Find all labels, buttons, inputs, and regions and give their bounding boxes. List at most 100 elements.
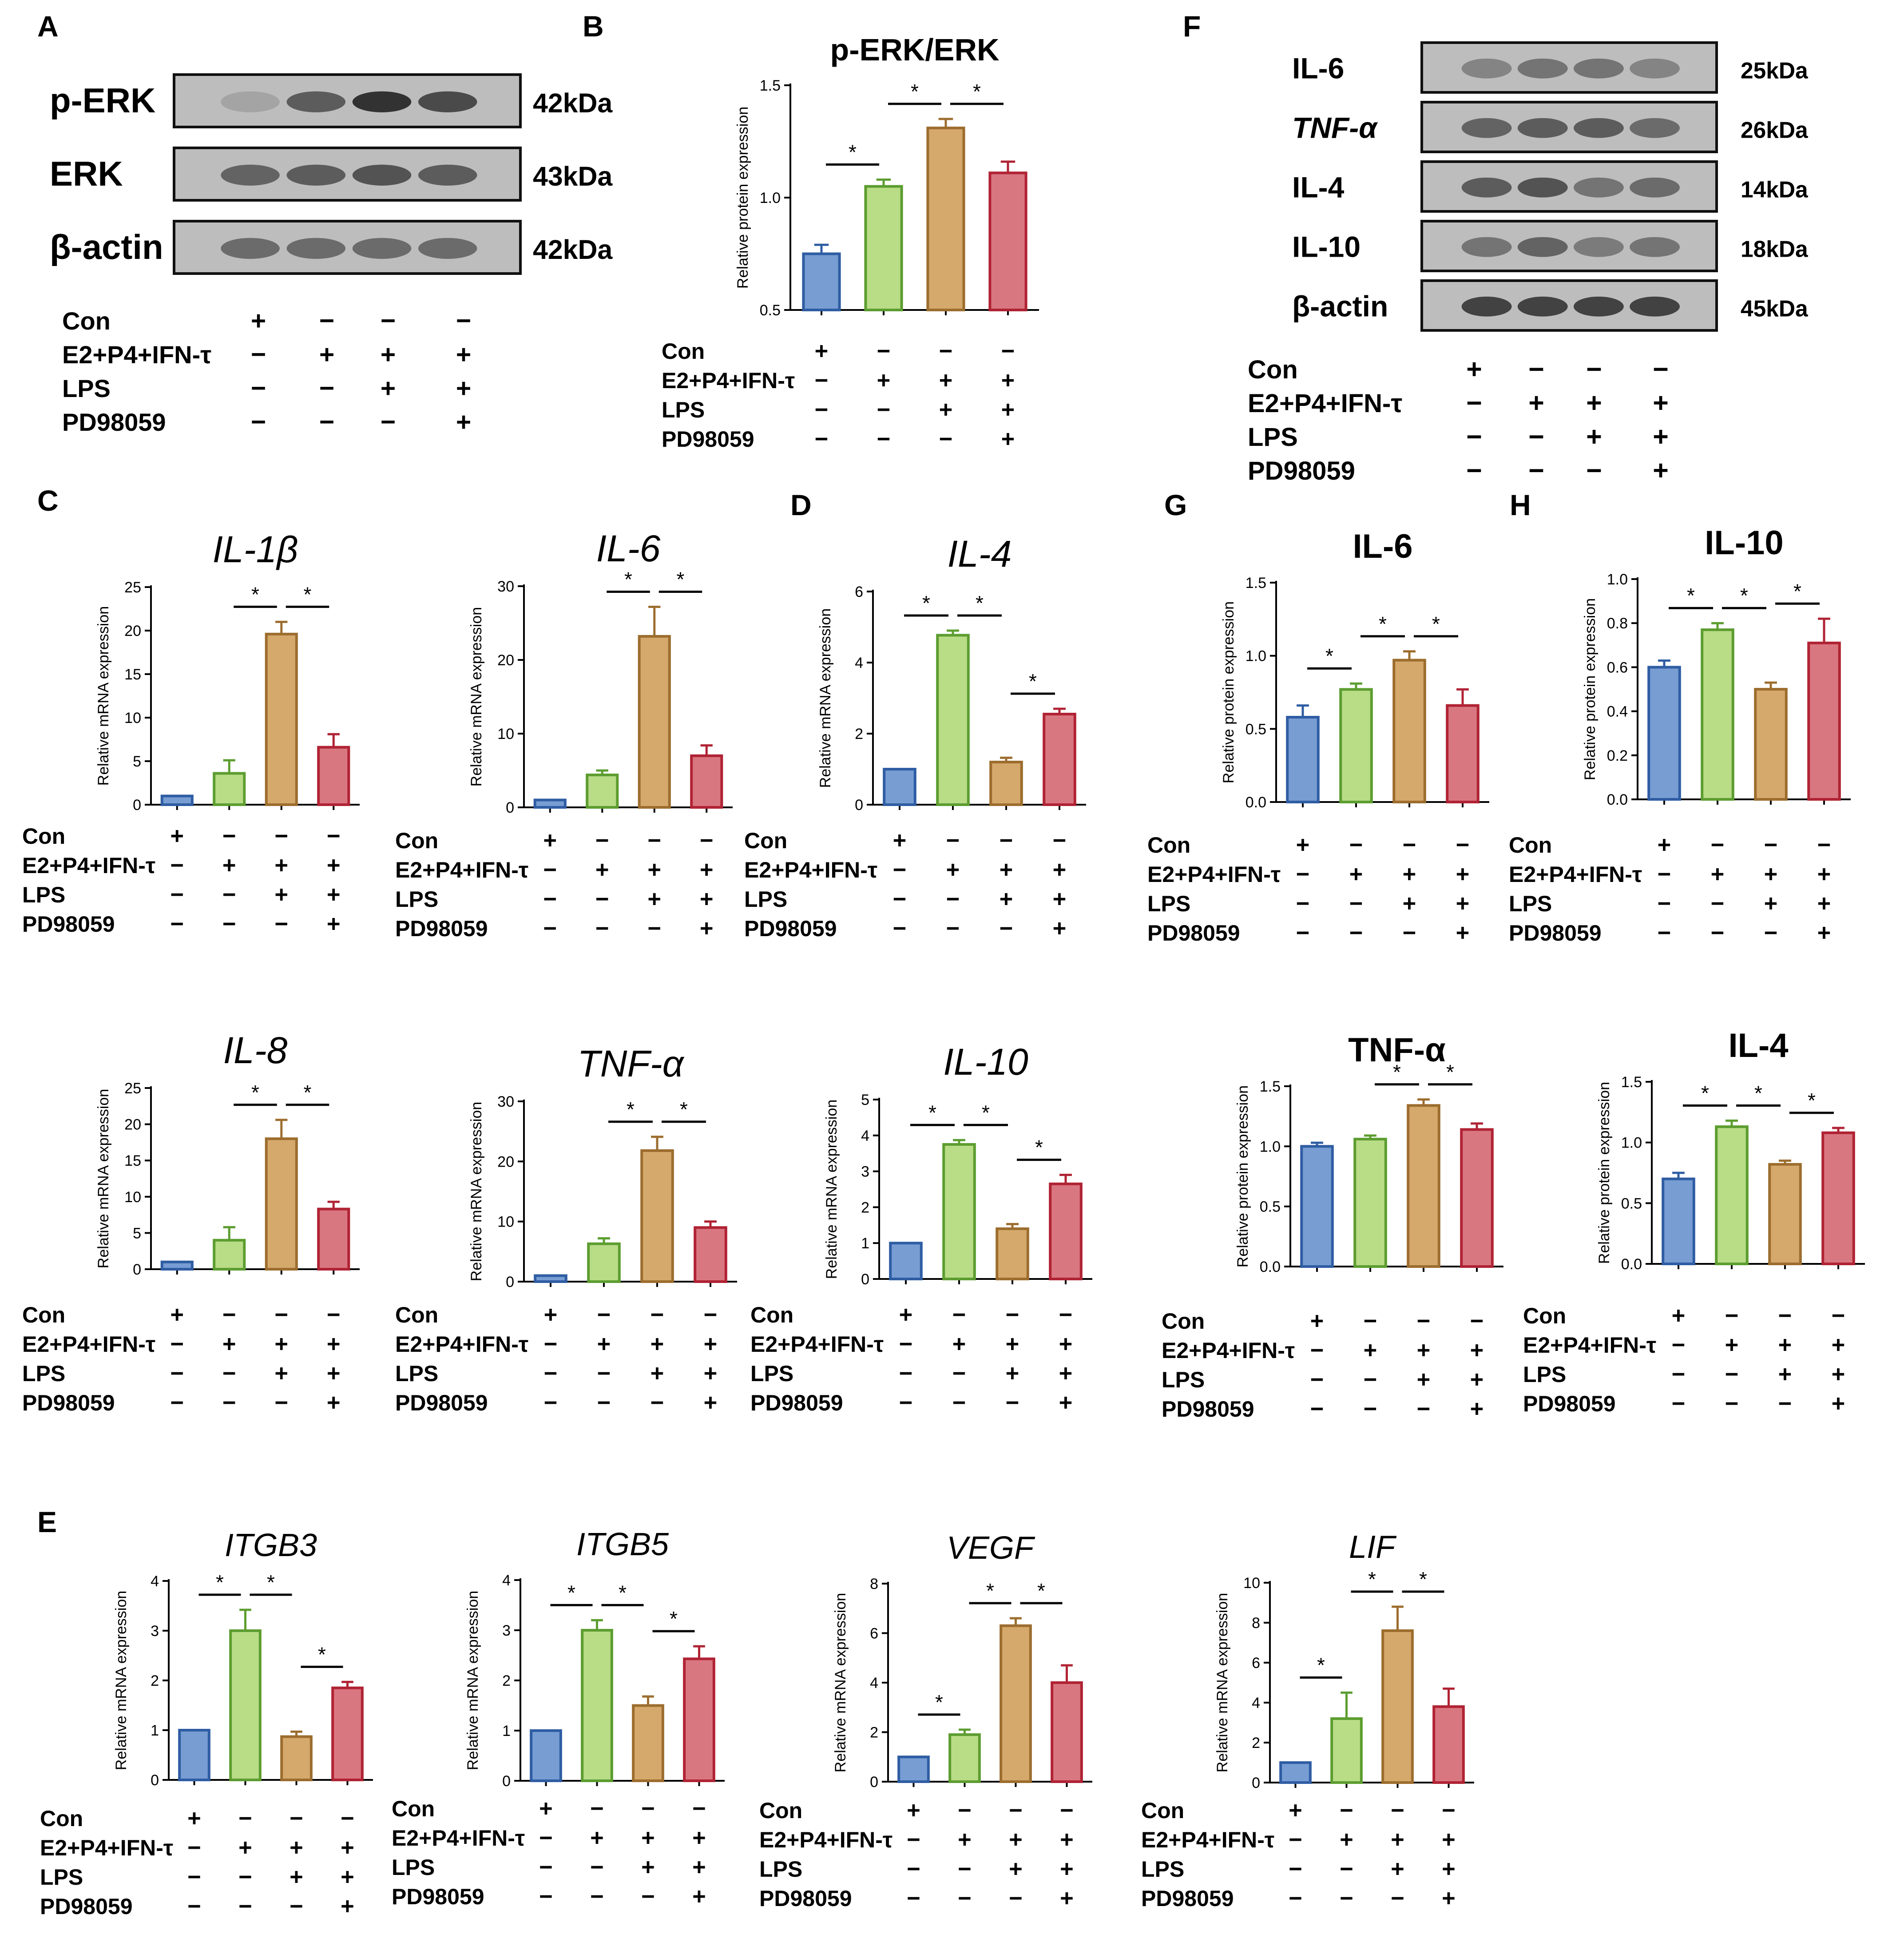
- bar: [1392, 659, 1426, 803]
- condition-sign: +: [597, 1331, 611, 1357]
- condition-sign: +: [1817, 890, 1831, 917]
- condition-label: PD98059: [1248, 457, 1355, 485]
- condition-label: E2+P4+IFN-τ: [22, 1332, 155, 1357]
- condition-sign: +: [381, 340, 396, 369]
- condition-sign: +: [1672, 1303, 1686, 1329]
- y-axis-label: Relative mRNA expression: [1214, 1593, 1231, 1772]
- y-tick-label: 6: [855, 584, 863, 600]
- panel-letter: C: [37, 484, 59, 517]
- bar: [1662, 1177, 1695, 1266]
- condition-sign: −: [692, 1795, 706, 1822]
- condition-sign: −: [543, 886, 557, 912]
- condition-sign: −: [1528, 421, 1544, 452]
- chart-14: LIF 0 2 4 6 8 10 Relative mRNA expression * * *: [1214, 1529, 1474, 1791]
- condition-sign: −: [1417, 1396, 1431, 1422]
- y-tick-label: 1.0: [1260, 1138, 1281, 1155]
- bar: [864, 185, 903, 311]
- blot-band: [1517, 237, 1568, 257]
- chart-1: IL-1β 0 5 10 15 20 25 Relative mRNA expression *…: [95, 528, 360, 814]
- condition-sign: −: [170, 1390, 184, 1416]
- condition-sign: +: [815, 338, 829, 364]
- condition-sign: +: [1001, 367, 1015, 393]
- significance-star: *: [849, 141, 857, 164]
- significance-star: *: [1037, 1579, 1045, 1602]
- bar: [587, 1242, 621, 1283]
- y-tick-label: 10: [497, 726, 514, 743]
- condition-sign: +: [1059, 1360, 1073, 1386]
- condition-sign: −: [877, 338, 891, 364]
- condition-sign: +: [544, 1302, 558, 1328]
- condition-label: E2+P4+IFN-τ: [1248, 389, 1402, 418]
- condition-sign: +: [1009, 1856, 1023, 1882]
- significance-star: *: [935, 1691, 943, 1714]
- condition-sign: −: [251, 408, 266, 437]
- bar: [530, 1729, 562, 1782]
- condition-sign: +: [1009, 1827, 1023, 1853]
- chart-title: ITGB3: [225, 1528, 317, 1563]
- condition-label: E2+P4+IFN-τ: [1509, 862, 1642, 887]
- blot-size-label: 25kDa: [1741, 58, 1808, 83]
- condition-sign: +: [641, 1825, 655, 1851]
- condition-sign: +: [1060, 1827, 1074, 1853]
- y-tick-label: 1: [861, 1235, 869, 1252]
- y-tick-label: 2: [861, 1199, 869, 1216]
- y-tick-label: 10: [124, 710, 141, 727]
- condition-sign: −: [1778, 1390, 1792, 1417]
- significance-star: *: [1701, 1081, 1709, 1104]
- condition-sign: −: [1296, 890, 1310, 917]
- condition-sign: +: [1006, 1331, 1019, 1357]
- condition-label: Con: [40, 1806, 83, 1831]
- condition-label: PD98059: [22, 912, 115, 937]
- condition-sign: −: [1391, 1885, 1404, 1911]
- y-tick-label: 4: [870, 1675, 878, 1692]
- bar: [632, 1704, 664, 1782]
- blot-row-label: β-actin: [50, 227, 163, 266]
- condition-sign: −: [1466, 455, 1482, 485]
- significance-star: *: [1317, 1654, 1325, 1677]
- condition-sign: −: [290, 1805, 303, 1831]
- bar: [638, 635, 671, 809]
- condition-label: Con: [744, 828, 787, 853]
- condition-sign: +: [1442, 1856, 1456, 1882]
- y-axis-label: Relative mRNA expression: [113, 1591, 130, 1770]
- bar: [1701, 628, 1734, 801]
- condition-sign: +: [1586, 388, 1602, 418]
- y-tick-label: 10: [497, 1214, 514, 1231]
- blot-strip: [1420, 41, 1718, 94]
- condition-sign: −: [1711, 832, 1725, 858]
- condition-label: LPS: [750, 1361, 793, 1386]
- y-tick-label: 2: [870, 1724, 878, 1741]
- condition-label: LPS: [395, 887, 438, 912]
- condition-label: Con: [759, 1798, 802, 1823]
- bar: [1768, 1163, 1802, 1266]
- bar: [936, 634, 970, 806]
- condition-sign: −: [651, 1390, 664, 1416]
- y-tick-label: 10: [1243, 1575, 1260, 1592]
- y-tick-label: 6: [1252, 1655, 1260, 1672]
- bar: [683, 1657, 715, 1782]
- y-axis-label: Relative protein expression: [1220, 601, 1237, 783]
- condition-sign: −: [641, 1795, 655, 1822]
- condition-label: LPS: [1523, 1362, 1566, 1387]
- panel-letter: H: [1510, 488, 1531, 521]
- significance-star: *: [627, 1098, 635, 1121]
- condition-table-8: Con + − − −E2+P4+IFN-τ − + + +LPS − − + +PD98059− − − +: [750, 1302, 1072, 1416]
- y-tick-label: 20: [124, 1116, 141, 1133]
- condition-sign: +: [222, 852, 236, 878]
- y-tick-label: 0.5: [1246, 721, 1266, 738]
- y-tick-label: 4: [151, 1573, 159, 1590]
- condition-sign: −: [1528, 354, 1544, 384]
- condition-sign: +: [1832, 1361, 1845, 1387]
- condition-sign: −: [815, 367, 829, 393]
- condition-label: LPS: [1162, 1367, 1205, 1392]
- chart-4: IL-6 0.0 0.5 1.0 1.5 Relative protein express…: [1220, 528, 1489, 811]
- y-tick-label: 0.4: [1607, 703, 1628, 720]
- condition-label: LPS: [395, 1361, 438, 1386]
- condition-sign: +: [274, 1331, 288, 1357]
- bar: [948, 1733, 981, 1783]
- condition-label: Con: [22, 1303, 65, 1327]
- condition-sign: +: [1006, 1360, 1019, 1386]
- chart-8: IL-10 0 1 2 3 4 5 Relative mRNA expression * * *: [823, 1041, 1092, 1288]
- blot-band: [1573, 237, 1624, 257]
